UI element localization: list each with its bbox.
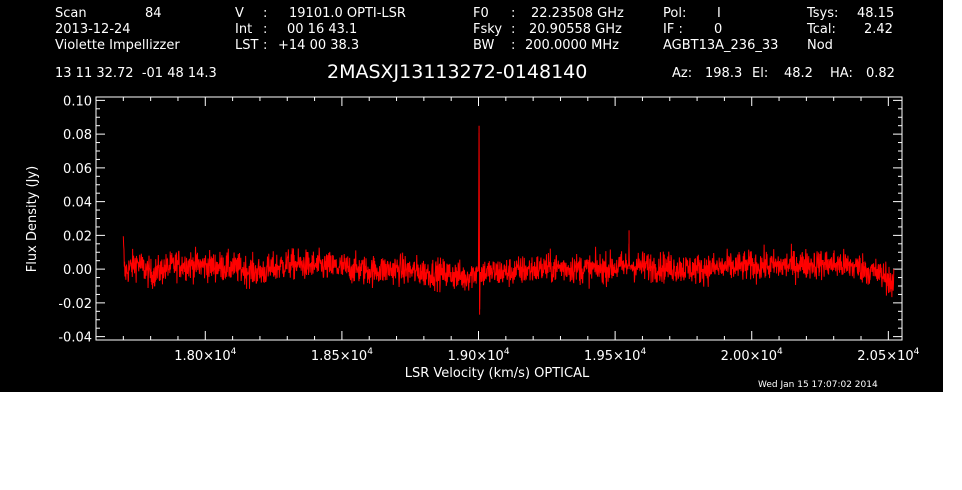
velocity-value: 19101.0 OPTI-LSR bbox=[289, 6, 406, 21]
bw-separator: : bbox=[511, 38, 516, 53]
axis-ticks bbox=[96, 97, 902, 340]
el-value: 48.2 bbox=[784, 66, 813, 81]
f0-label: F0 bbox=[473, 6, 489, 21]
pol-value: I bbox=[717, 6, 721, 21]
f0-separator: : bbox=[511, 6, 516, 21]
lst-separator: : bbox=[263, 38, 268, 53]
x-tick-label: 1.80×104 bbox=[174, 347, 236, 364]
int-value: 00 16 43.1 bbox=[287, 22, 358, 37]
y-tick-labels: 0.10 0.08 0.06 0.04 0.02 0.00 -0.02 -0.04 bbox=[58, 94, 92, 345]
plot-timestamp: Wed Jan 15 17:07:02 2014 bbox=[758, 380, 878, 390]
x-tick-label: 2.00×104 bbox=[721, 347, 783, 364]
fsky-value: 20.90558 GHz bbox=[529, 22, 622, 37]
x-tick-labels: 1.80×104 1.85×104 1.90×104 1.95×104 2.00×104… bbox=[174, 347, 919, 364]
int-label: Int bbox=[235, 22, 253, 37]
y-axis-title: Flux Density (Jy) bbox=[25, 166, 40, 272]
procedure-name: Nod bbox=[807, 38, 833, 53]
x-axis-title: LSR Velocity (km/s) OPTICAL bbox=[405, 366, 590, 381]
spectrum-trace bbox=[122, 132, 895, 310]
velocity-label: V bbox=[235, 6, 244, 21]
scan-value: 84 bbox=[145, 6, 162, 21]
lst-value: +14 00 38.3 bbox=[278, 38, 360, 53]
velocity-separator: : bbox=[263, 6, 268, 21]
x-tick-label: 2.05×104 bbox=[857, 347, 919, 364]
fsky-separator: : bbox=[511, 22, 516, 37]
tsys-value: 48.15 bbox=[857, 6, 895, 21]
tcal-value: 2.42 bbox=[864, 22, 893, 37]
bw-value: 200.0000 MHz bbox=[525, 38, 619, 53]
project-id: AGBT13A_236_33 bbox=[663, 38, 779, 53]
spectrum-panel: Scan 84 V : 19101.0 OPTI-LSR F0 : 22.235… bbox=[0, 0, 943, 392]
x-tick-label: 1.95×104 bbox=[584, 347, 646, 364]
az-label: Az: bbox=[672, 66, 693, 81]
y-tick-label: -0.02 bbox=[58, 297, 92, 312]
el-label: El: bbox=[752, 66, 769, 81]
tcal-label: Tcal: bbox=[807, 22, 836, 37]
pol-label: Pol: bbox=[663, 6, 687, 21]
az-value: 198.3 bbox=[705, 66, 743, 81]
if-value: 0 bbox=[714, 22, 723, 37]
if-label: IF : bbox=[663, 22, 683, 37]
lst-label: LST bbox=[235, 38, 259, 53]
source-coordinates: 13 11 32.72 -01 48 14.3 bbox=[55, 66, 217, 81]
y-tick-label: 0.10 bbox=[63, 94, 92, 109]
bw-label: BW bbox=[473, 38, 495, 53]
y-tick-label: 0.00 bbox=[63, 263, 92, 278]
ha-value: 0.82 bbox=[866, 66, 895, 81]
f0-value: 22.23508 GHz bbox=[531, 6, 624, 21]
source-name: 2MASXJ13113272-0148140 bbox=[327, 61, 588, 83]
int-separator: : bbox=[263, 22, 268, 37]
y-tick-label: 0.08 bbox=[63, 128, 92, 143]
y-tick-label: -0.04 bbox=[58, 331, 92, 346]
y-tick-label: 0.02 bbox=[63, 229, 92, 244]
scan-label: Scan bbox=[55, 6, 87, 21]
obs-date: 2013-12-24 bbox=[55, 22, 131, 37]
spectrum-plot: 1.80×104 1.85×104 1.90×104 1.95×104 2.00×104… bbox=[25, 94, 920, 381]
ha-label: HA: bbox=[830, 66, 853, 81]
y-tick-label: 0.04 bbox=[63, 196, 92, 211]
plot-frame bbox=[95, 96, 903, 341]
x-tick-label: 1.90×104 bbox=[447, 347, 509, 364]
fsky-label: Fsky bbox=[473, 22, 503, 37]
x-tick-label: 1.85×104 bbox=[311, 347, 373, 364]
observer-name: Violette Impellizzer bbox=[55, 38, 180, 53]
tsys-label: Tsys: bbox=[807, 6, 839, 21]
y-tick-label: 0.06 bbox=[63, 162, 92, 177]
